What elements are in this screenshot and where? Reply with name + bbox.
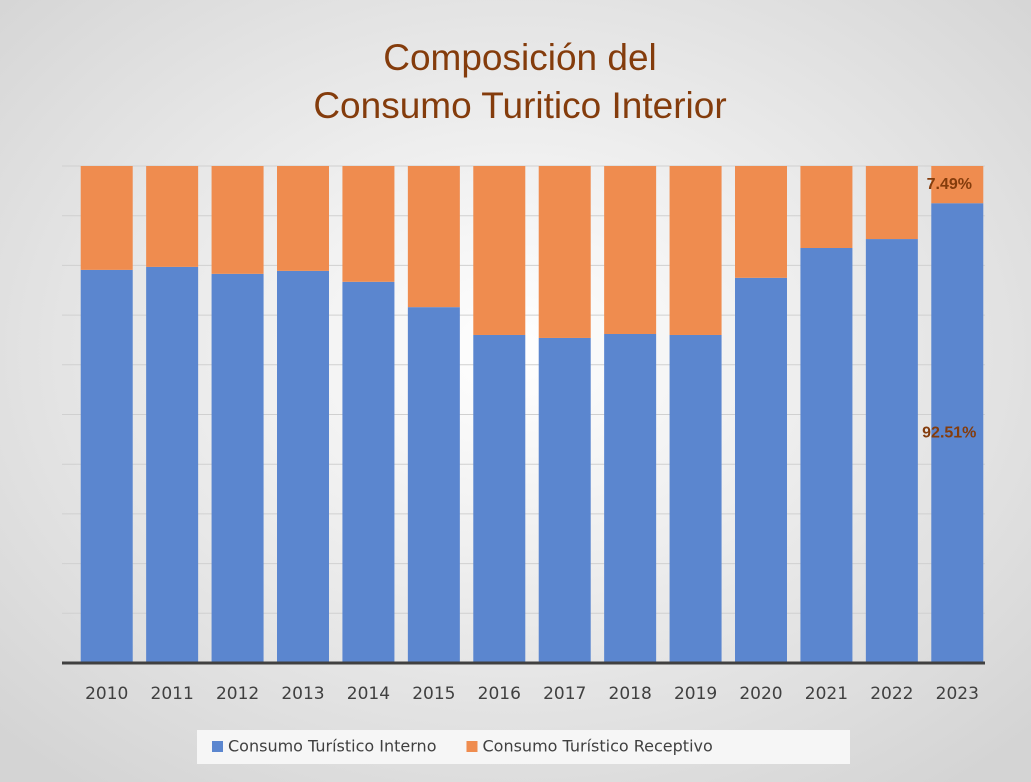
chart-title: Consumo Turitico Interior <box>313 85 726 126</box>
data-label: 92.51% <box>922 424 976 441</box>
bar-segment <box>146 166 199 267</box>
legend-label: Consumo Turístico Receptivo <box>482 737 712 756</box>
bar-segment <box>669 166 722 335</box>
bar-segment <box>80 166 133 270</box>
bar-segment <box>931 166 984 204</box>
bar-segment <box>538 166 591 338</box>
x-tick-label: 2016 <box>478 684 521 704</box>
bar-segment <box>604 166 657 334</box>
bar-segment <box>800 248 853 663</box>
chart-title: Composición del <box>383 37 657 78</box>
x-tick-label: 2022 <box>870 684 913 704</box>
bar-segment <box>735 277 787 663</box>
bar-segment <box>865 239 918 663</box>
x-tick-label: 2013 <box>281 684 324 704</box>
x-tick-label: 2018 <box>609 684 652 704</box>
bar-segment <box>407 307 460 663</box>
bar-segment <box>277 166 329 271</box>
bar-segment <box>146 266 199 663</box>
x-tick-label: 2020 <box>739 684 782 704</box>
legend-swatch <box>212 741 223 752</box>
x-tick-label: 2014 <box>347 684 390 704</box>
bar-segment <box>604 333 657 663</box>
bar-segment <box>865 166 918 240</box>
x-tick-label: 2011 <box>151 684 194 704</box>
bar-segment <box>735 166 787 278</box>
bar-segment <box>342 166 395 282</box>
x-tick-label: 2023 <box>936 684 979 704</box>
legend-swatch <box>466 741 478 752</box>
x-tick-label: 2021 <box>805 684 848 704</box>
bar-segment <box>211 273 264 663</box>
bar-segment <box>407 166 460 308</box>
bar-segment <box>473 166 526 335</box>
bar-segment <box>473 334 526 663</box>
x-tick-label: 2015 <box>412 684 455 704</box>
bar-segment <box>80 269 133 663</box>
bar-segment <box>538 337 591 663</box>
bar-segment <box>669 334 722 663</box>
x-tick-label: 2012 <box>216 684 259 704</box>
legend-label: Consumo Turístico Interno <box>228 737 436 756</box>
bar-segment <box>277 270 329 663</box>
data-label: 7.49% <box>927 176 972 193</box>
bar-segment <box>211 166 264 274</box>
bar-segment <box>931 203 984 664</box>
x-tick-label: 2010 <box>85 684 128 704</box>
x-tick-label: 2017 <box>543 684 586 704</box>
bar-segment <box>800 166 853 249</box>
bar-segment <box>342 281 395 663</box>
x-tick-label: 2019 <box>674 684 717 704</box>
legend-box <box>197 730 850 764</box>
